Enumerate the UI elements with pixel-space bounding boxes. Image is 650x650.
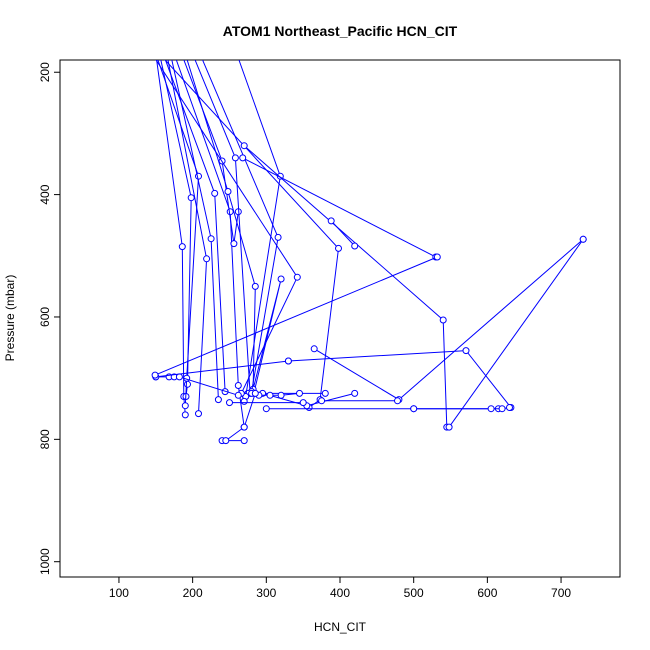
x-tick-label: 700 [551,586,571,600]
data-point [211,189,219,197]
data-point [181,402,189,410]
data-point [184,380,191,388]
data-point [240,437,248,445]
data-point [487,405,495,413]
y-axis: 200 400 600 800 1000 [38,62,61,575]
series-line [448,239,584,428]
data-point [251,389,259,397]
y-tick-label: 200 [38,62,52,82]
data-point [277,275,285,283]
data-point [181,411,189,419]
series-line [330,220,356,247]
x-tick-label: 500 [404,586,424,600]
data-point [394,397,401,405]
data-point [462,347,470,355]
data-point [351,389,359,397]
data-point [318,397,326,405]
x-tick-label: 200 [183,586,203,600]
data-point [234,382,242,389]
data-point [240,397,248,405]
x-tick-label: 100 [109,586,129,600]
data-point [251,282,259,290]
data-point [498,405,506,413]
y-tick-label: 1000 [38,548,52,575]
data-point [296,389,303,397]
data-point [579,235,587,243]
data-point [240,142,248,150]
series-line [242,157,437,258]
series-line [194,60,326,394]
data-point [310,345,318,353]
data-point [335,244,342,252]
data-point [178,243,186,251]
data-point [439,316,447,324]
y-tick-label: 600 [38,307,52,327]
data-point [226,208,234,216]
series [222,389,259,445]
data-point [224,188,232,195]
x-axis-label: HCN_CIT [314,620,367,634]
data-point [506,404,513,411]
series-line [413,407,510,410]
data-point [239,154,247,162]
data-point [293,273,301,281]
series-layer [151,60,587,445]
data-point [284,357,292,365]
data-point [231,154,239,162]
y-axis-label: Pressure (mbar) [3,275,17,362]
data-point [262,405,270,413]
data-point [214,396,222,404]
data-point [222,437,230,445]
data-point [445,423,453,431]
data-point [226,399,233,407]
chart-title: ATOM1 Northeast_Pacific HCN_CIT [223,23,458,39]
data-point [207,235,215,243]
data-point [433,253,441,261]
data-point [410,405,418,413]
series-line [155,60,298,402]
data-point [151,371,159,379]
series [151,253,441,379]
series-line [258,392,300,396]
y-tick-label: 400 [38,184,52,204]
series-line [186,60,282,394]
series [171,60,222,404]
series-line [160,60,192,397]
series [445,235,587,431]
data-point [240,423,248,431]
series [238,60,284,400]
series [318,397,401,405]
series [410,404,513,413]
data-point [234,391,242,399]
data-point [187,194,195,202]
data-point [321,389,329,397]
series [226,399,307,407]
x-tick-label: 300 [256,586,276,600]
data-point [230,240,238,248]
x-axis: 100 200 300 400 500 600 700 [109,576,571,600]
data-point [195,410,202,418]
series-line [154,256,438,376]
data-point [274,233,282,241]
data-point [351,242,359,250]
data-point [266,391,274,399]
series-line [157,60,200,406]
series [327,217,359,250]
data-point [277,391,285,399]
series-line [175,60,245,428]
data-point [327,217,335,225]
data-point [203,255,211,263]
y-tick-label: 800 [38,429,52,449]
x-tick-label: 400 [330,586,350,600]
data-point [299,399,307,407]
series-line [155,360,289,378]
x-tick-label: 600 [477,586,497,600]
series [167,60,211,418]
